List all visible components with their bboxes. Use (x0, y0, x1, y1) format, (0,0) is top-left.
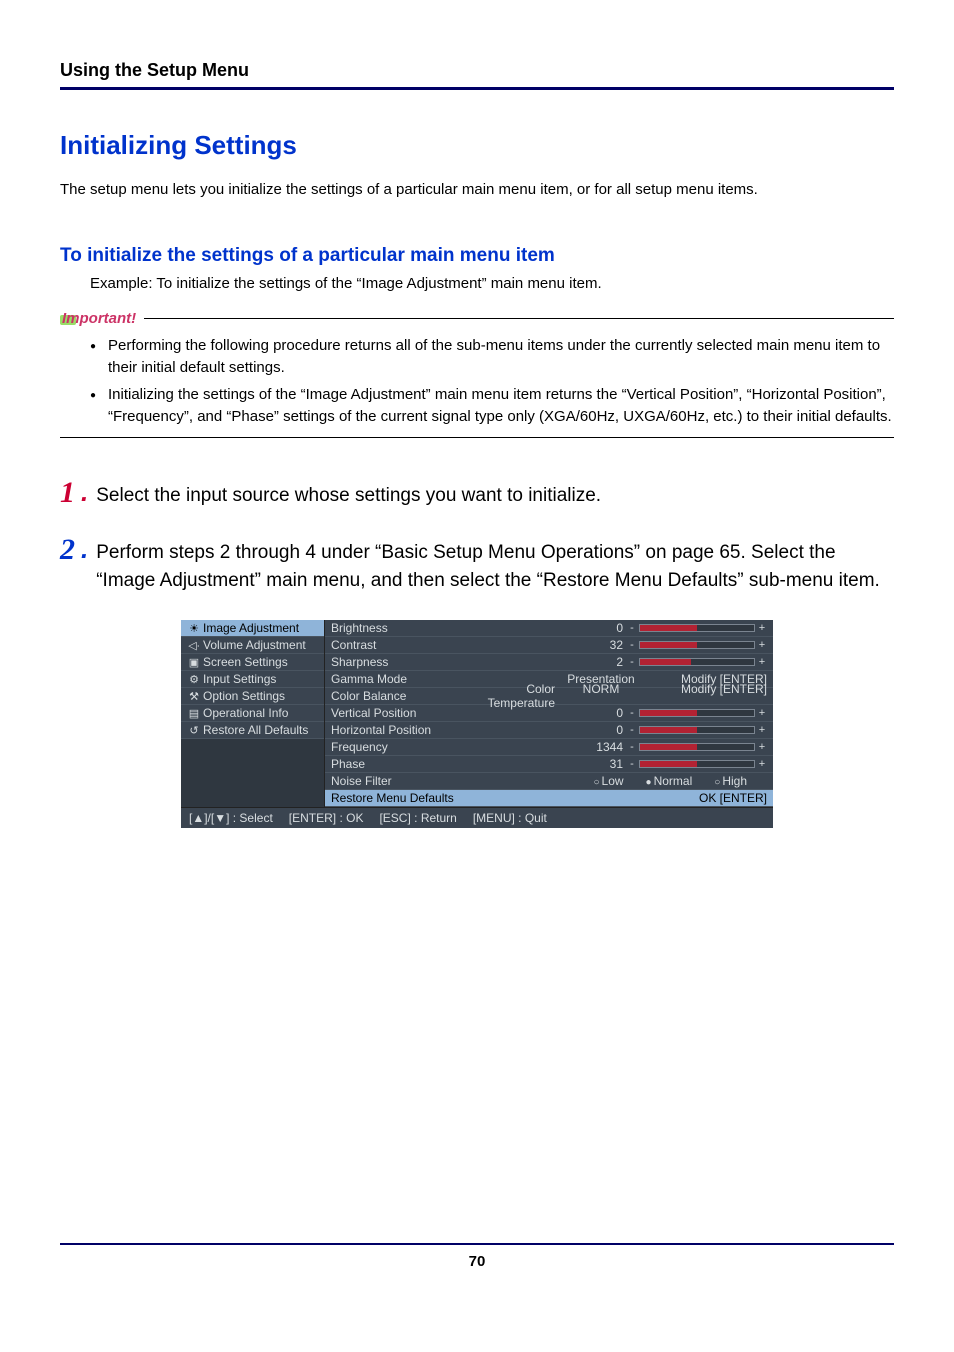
osd-body: ☀Image Adjustment◁∙Volume Adjustment▣Scr… (181, 620, 773, 807)
important-rule (144, 318, 894, 319)
osd-footer-hint: [▲]/[▼] : Select (189, 811, 273, 825)
menu-label: Volume Adjustment (203, 638, 318, 652)
setting-label: Phase (331, 757, 457, 771)
important-bullets: Performing the following procedure retur… (90, 335, 894, 429)
osd-left-item: ⚙Input Settings (181, 671, 324, 688)
document-page: Using the Setup Menu Initializing Settin… (0, 0, 954, 1300)
page-footer: 70 (60, 1243, 894, 1270)
radio-option: High (714, 774, 747, 788)
setting-value: 1344 (591, 740, 627, 754)
osd-footer: [▲]/[▼] : Select [ENTER] : OK [ESC] : Retu… (181, 807, 773, 828)
important-label-row: Important! (60, 310, 894, 327)
step-number: 1 (60, 478, 75, 508)
setting-label: Contrast (331, 638, 457, 652)
page-number: 70 (469, 1253, 486, 1270)
example-text: Example: To initialize the settings of t… (90, 275, 894, 292)
osd-right-row: Color BalanceColor TemperatureNORMModify… (325, 688, 773, 705)
osd-menu-screenshot: ☀Image Adjustment◁∙Volume Adjustment▣Scr… (181, 620, 773, 828)
step-text: Perform steps 2 through 4 under “Basic S… (96, 535, 894, 594)
slider-control: -+ (627, 622, 767, 634)
important-label: Important! (60, 310, 136, 327)
osd-footer-hint: [ENTER] : OK (289, 811, 364, 825)
osd-right-row: Noise Filter Low Normal High (325, 773, 773, 790)
menu-label: Image Adjustment (203, 621, 318, 635)
setting-label: Frequency (331, 740, 457, 754)
menu-label: Input Settings (203, 672, 318, 686)
setting-label: Noise Filter (331, 774, 457, 788)
osd-right-row: Vertical Position 0-+ (325, 705, 773, 722)
menu-label: Operational Info (203, 706, 318, 720)
osd-right-row: Brightness 0-+ (325, 620, 773, 637)
radio-group: Low Normal High (593, 774, 747, 788)
setting-value: 0 (591, 706, 627, 720)
menu-icon: ↺ (185, 724, 203, 737)
setting-label: Restore Menu Defaults (331, 791, 457, 805)
running-head: Using the Setup Menu (60, 60, 894, 90)
menu-label: Restore All Defaults (203, 723, 318, 737)
osd-footer-hint: [ESC] : Return (379, 811, 456, 825)
slider-control: -+ (627, 707, 767, 719)
section-divider (60, 437, 894, 438)
step-2: 2. Perform steps 2 through 4 under “Basi… (60, 535, 894, 594)
step-dot: . (81, 535, 88, 564)
osd-left-panel: ☀Image Adjustment◁∙Volume Adjustment▣Scr… (181, 620, 325, 807)
setting-label: Color Balance (331, 689, 457, 703)
subsection-title: To initialize the settings of a particul… (60, 245, 894, 267)
menu-label: Option Settings (203, 689, 318, 703)
radio-option: Low (593, 774, 623, 788)
step-dot: . (81, 478, 88, 507)
osd-right-row: Frequency 1344-+ (325, 739, 773, 756)
slider-control: -+ (627, 639, 767, 651)
osd-left-item: ◁∙Volume Adjustment (181, 637, 324, 654)
setting-label: Sharpness (331, 655, 457, 669)
osd-footer-hint: [MENU] : Quit (473, 811, 547, 825)
osd-right-row: Contrast 32-+ (325, 637, 773, 654)
setting-label: Vertical Position (331, 706, 457, 720)
menu-label: Screen Settings (203, 655, 318, 669)
menu-icon: ☀ (185, 622, 203, 635)
osd-right-row: Horizontal Position 0-+ (325, 722, 773, 739)
setting-value: 31 (591, 757, 627, 771)
osd-left-pad (181, 739, 324, 807)
step-number: 2 (60, 535, 75, 565)
setting-value: 0 (591, 621, 627, 635)
osd-left-item: ↺Restore All Defaults (181, 722, 324, 739)
setting-label: Horizontal Position (331, 723, 457, 737)
menu-icon: ◁∙ (185, 639, 203, 652)
setting-label: Brightness (331, 621, 457, 635)
intro-paragraph: The setup menu lets you initialize the s… (60, 179, 894, 201)
important-block: Important! Performing the following proc… (60, 310, 894, 429)
slider-control: -+ (627, 724, 767, 736)
osd-left-item: ⚒Option Settings (181, 688, 324, 705)
menu-icon: ▣ (185, 656, 203, 669)
bullet-item: Performing the following procedure retur… (90, 335, 894, 380)
slider-control: -+ (627, 656, 767, 668)
setting-action: OK [ENTER] (457, 791, 767, 805)
osd-left-item: ▤Operational Info (181, 705, 324, 722)
setting-value: 32 (591, 638, 627, 652)
setting-value: 0 (591, 723, 627, 737)
slider-control: -+ (627, 758, 767, 770)
osd-right-row: Phase 31-+ (325, 756, 773, 773)
osd-left-item: ☀Image Adjustment (181, 620, 324, 637)
setting-label: Gamma Mode (331, 672, 457, 686)
bullet-item: Initializing the settings of the “Image … (90, 384, 894, 429)
osd-right-panel: Brightness0-+Contrast32-+Sharpness2-+Gam… (325, 620, 773, 807)
menu-icon: ⚒ (185, 690, 203, 703)
menu-icon: ⚙ (185, 673, 203, 686)
osd-right-row: Restore Menu DefaultsOK [ENTER] (325, 790, 773, 807)
menu-icon: ▤ (185, 707, 203, 720)
slider-control: -+ (627, 741, 767, 753)
radio-option: Normal (646, 774, 693, 788)
setting-value: 2 (591, 655, 627, 669)
step-1: 1. Select the input source whose setting… (60, 478, 894, 510)
osd-right-row: Sharpness 2-+ (325, 654, 773, 671)
osd-left-item: ▣Screen Settings (181, 654, 324, 671)
section-title: Initializing Settings (60, 130, 894, 161)
step-text: Select the input source whose settings y… (96, 478, 601, 510)
